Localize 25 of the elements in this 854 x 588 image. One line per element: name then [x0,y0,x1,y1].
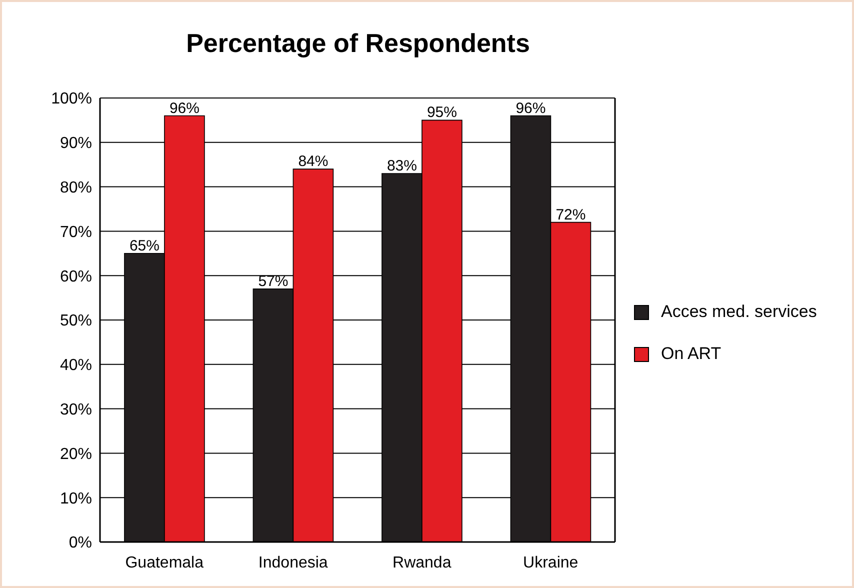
data-label: 95% [426,104,457,122]
y-tick-label: 0% [68,534,92,552]
legend-label: Acces med. services [661,302,817,322]
y-tick-label: 70% [60,224,92,241]
data-label: 84% [298,153,328,170]
data-label: 96% [516,100,546,117]
data-label: 65% [129,237,160,254]
y-tick-label: 80% [60,179,92,196]
legend-label: On ART [661,344,722,364]
data-label: 96% [169,100,200,117]
chart-title: Percentage of Respondents [185,28,531,59]
data-label: 72% [556,206,586,224]
data-label: 83% [386,157,417,174]
x-tick-label: Ukraine [523,554,578,572]
x-tick-label: Rwanda [392,554,452,572]
y-tick-label: 30% [60,401,92,418]
x-tick-label: Indonesia [258,554,328,572]
y-tick-label: 90% [60,135,92,152]
y-tick-label: 10% [60,490,92,508]
y-tick-label: 50% [60,312,92,330]
y-tick-label: 40% [60,357,92,374]
y-tick-label: 60% [60,268,92,286]
y-tick-label: 100% [51,90,92,108]
y-tick-label: 20% [60,446,92,463]
x-tick-label: Guatemala [125,554,204,572]
